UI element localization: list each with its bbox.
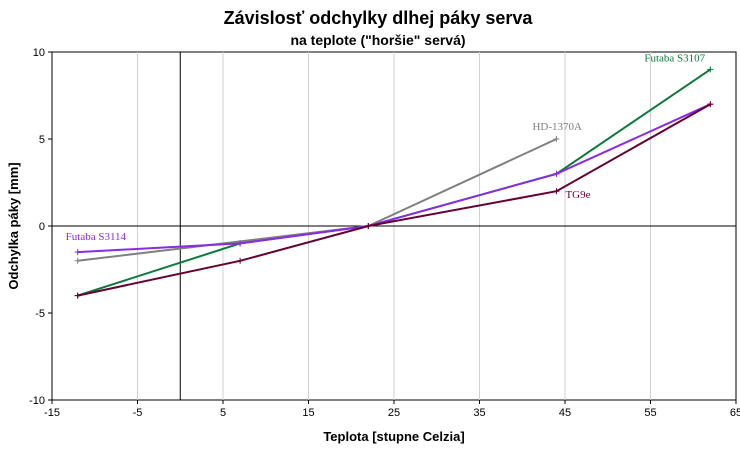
y-tick-label: -5 — [35, 308, 45, 320]
x-tick-label: 45 — [559, 407, 571, 419]
y-axis-label: Odchylka páky [mm] — [6, 162, 21, 289]
x-tick-label: 65 — [730, 407, 740, 419]
series-lines — [74, 66, 714, 299]
x-tick-label: 55 — [644, 407, 656, 419]
series-label: Futaba S3114 — [66, 231, 127, 243]
x-axis-label: Teplota [stupne Celzia] — [323, 429, 464, 444]
chart-title: Závislosť odchylky dlhej páky serva — [224, 8, 534, 28]
series-label: Futaba S3107 — [644, 52, 705, 64]
y-tick-label: 0 — [39, 221, 45, 233]
y-tick-label: 5 — [39, 134, 45, 146]
x-tick-label: 15 — [302, 407, 314, 419]
chart-subtitle: na teplote ("horšie" servá) — [290, 32, 465, 48]
series-labels: Futaba S3107 HD-1370A Futaba S3114 TG9e — [66, 52, 706, 243]
x-tick-label: 35 — [473, 407, 485, 419]
x-tick-label: 25 — [388, 407, 400, 419]
y-tick-label: -10 — [29, 395, 45, 407]
x-tick-label: -15 — [44, 407, 60, 419]
x-tick-label: 5 — [220, 407, 226, 419]
axes: -15 -5 5 15 25 35 45 55 65 -10 -5 0 5 10 — [29, 47, 740, 419]
y-tick-label: 10 — [33, 47, 45, 59]
series-label: TG9e — [565, 189, 590, 201]
series-label: HD-1370A — [532, 121, 582, 133]
x-tick-label: -5 — [133, 407, 143, 419]
